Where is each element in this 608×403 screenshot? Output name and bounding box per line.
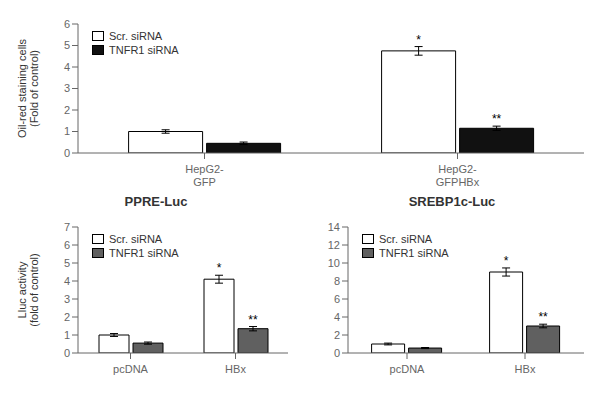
svg-text:6: 6 — [64, 239, 70, 251]
html-text:TNFR1 siRNA: TNFR1 siRNA — [109, 247, 179, 259]
html-text:Scr. siRNA: Scr. siRNA — [109, 233, 163, 245]
svg-text:**: ** — [248, 313, 258, 327]
svg-text:1: 1 — [64, 125, 70, 137]
svg-text:Lluc activity(fold of control): Lluc activity(fold of control) — [16, 253, 40, 326]
html-text:Scr. siRNA: Scr. siRNA — [379, 233, 433, 245]
svg-text:HepG2-GFP: HepG2-GFP — [185, 163, 224, 188]
svg-text:8: 8 — [334, 275, 340, 287]
svg-text:12: 12 — [328, 239, 340, 251]
svg-text:0: 0 — [64, 147, 70, 159]
svg-text:*: * — [217, 261, 222, 275]
svg-text:6: 6 — [64, 18, 70, 30]
svg-text:0: 0 — [334, 347, 340, 359]
html-text:Scr. siRNA: Scr. siRNA — [109, 30, 163, 42]
svg-text:HBx: HBx — [225, 363, 246, 375]
svg-text:10: 10 — [328, 257, 340, 269]
svg-text:1: 1 — [64, 329, 70, 341]
svg-text:3: 3 — [64, 82, 70, 94]
svg-text:*: * — [504, 254, 509, 268]
svg-text:**: ** — [538, 310, 548, 324]
svg-text:4: 4 — [334, 311, 340, 323]
svg-text:2: 2 — [64, 104, 70, 116]
svg-text:5: 5 — [64, 257, 70, 269]
svg-text:14: 14 — [328, 221, 340, 233]
html-text:SREBP1c-Luc: SREBP1c-Luc — [408, 194, 496, 209]
svg-text:**: ** — [492, 112, 502, 126]
svg-text:pcDNA: pcDNA — [113, 363, 149, 375]
html-text:TNFR1 siRNA: TNFR1 siRNA — [379, 247, 449, 259]
svg-text:4: 4 — [64, 275, 70, 287]
svg-text:0: 0 — [64, 347, 70, 359]
svg-text:6: 6 — [334, 293, 340, 305]
html-text:PPRE-Luc: PPRE-Luc — [124, 194, 188, 209]
svg-text:HepG2-GFPHBx: HepG2-GFPHBx — [436, 163, 480, 188]
svg-text:7: 7 — [64, 221, 70, 233]
svg-text:HBx: HBx — [515, 363, 536, 375]
svg-text:4: 4 — [64, 61, 70, 73]
svg-text:2: 2 — [334, 329, 340, 341]
svg-text:pcDNA: pcDNA — [390, 363, 426, 375]
svg-text:3: 3 — [64, 293, 70, 305]
svg-text:Oil-red staining cells(Fold of: Oil-red staining cells(Fold of control) — [16, 38, 40, 138]
svg-text:*: * — [416, 33, 421, 47]
svg-text:5: 5 — [64, 39, 70, 51]
html-text:TNFR1 siRNA: TNFR1 siRNA — [109, 44, 179, 56]
svg-text:2: 2 — [64, 311, 70, 323]
